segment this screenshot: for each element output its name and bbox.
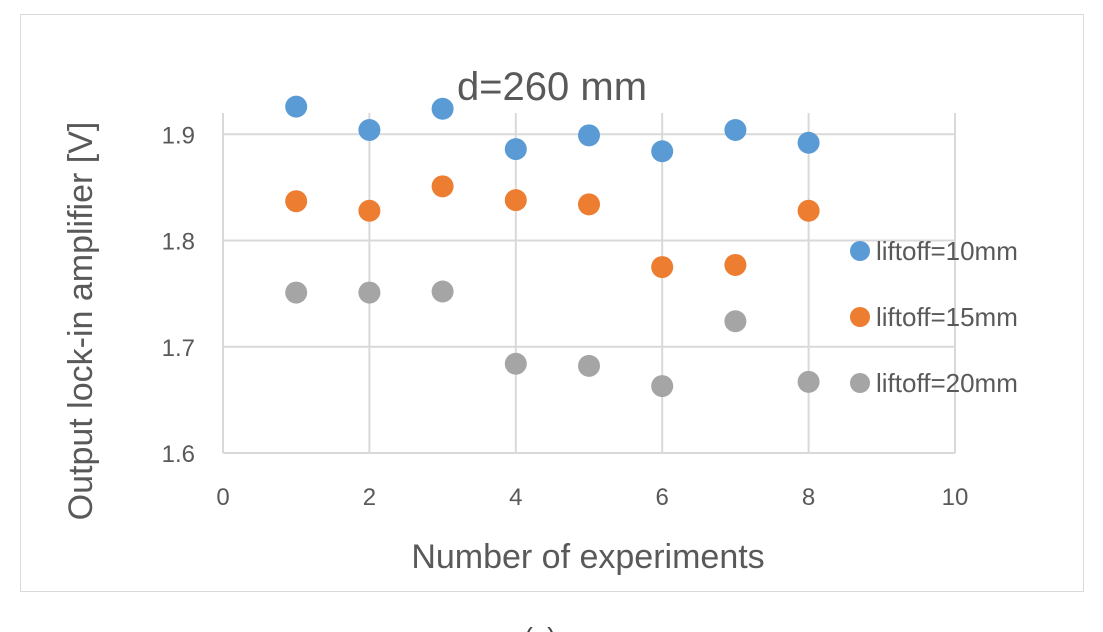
data-point: [651, 256, 674, 279]
legend: liftoff=10mm liftoff=15mm liftoff=20mm: [850, 236, 1018, 398]
data-point: [724, 253, 747, 276]
y-tick-label: 1.9: [162, 122, 195, 149]
axes: [222, 113, 955, 454]
data-point: [358, 119, 381, 141]
data-point: [431, 97, 454, 120]
data-point: [504, 352, 527, 375]
data-point: [797, 199, 820, 222]
tick-labels: 1.6 1.7 1.8 1.9 0 2 4 6 8 10: [162, 122, 969, 511]
y-axis-title: Output lock-in amplifier [V]: [62, 122, 100, 521]
x-tick-label: 10: [942, 484, 969, 511]
data-point: [578, 193, 600, 216]
legend-marker: [850, 241, 870, 261]
data-point: [578, 124, 600, 147]
data-point: [724, 119, 747, 141]
x-axis-title: Number of experiments: [411, 538, 764, 576]
x-tick-label: 4: [509, 484, 522, 511]
legend-label: liftoff=20mm: [876, 368, 1018, 398]
data-point: [651, 375, 674, 398]
y-tick-label: 1.6: [162, 441, 195, 468]
chart-title: d=260 mm: [457, 65, 647, 109]
y-tick-label: 1.8: [162, 229, 195, 256]
data-point: [504, 189, 527, 212]
legend-marker: [850, 307, 870, 327]
data-point: [285, 95, 308, 118]
data-point: [358, 199, 381, 222]
data-points: [285, 95, 820, 398]
x-tick-label: 8: [802, 484, 815, 511]
data-point: [285, 190, 308, 213]
data-point: [724, 310, 747, 333]
figure-caption: (a): [524, 622, 556, 632]
data-point: [285, 281, 308, 304]
x-tick-label: 6: [656, 484, 669, 511]
legend-label: liftoff=10mm: [876, 236, 1018, 266]
gridlines: [223, 113, 956, 453]
data-point: [431, 175, 454, 198]
y-tick-label: 1.7: [162, 335, 195, 362]
data-point: [504, 138, 527, 161]
data-point: [797, 131, 820, 154]
legend-marker: [850, 373, 870, 393]
chart-area: [20, 14, 1084, 592]
x-tick-label: 0: [216, 484, 229, 511]
data-point: [578, 354, 600, 377]
data-point: [358, 281, 381, 304]
data-point: [431, 280, 454, 303]
legend-label: liftoff=15mm: [876, 302, 1018, 332]
data-point: [651, 140, 674, 163]
x-tick-label: 2: [363, 484, 376, 511]
data-point: [797, 370, 820, 393]
